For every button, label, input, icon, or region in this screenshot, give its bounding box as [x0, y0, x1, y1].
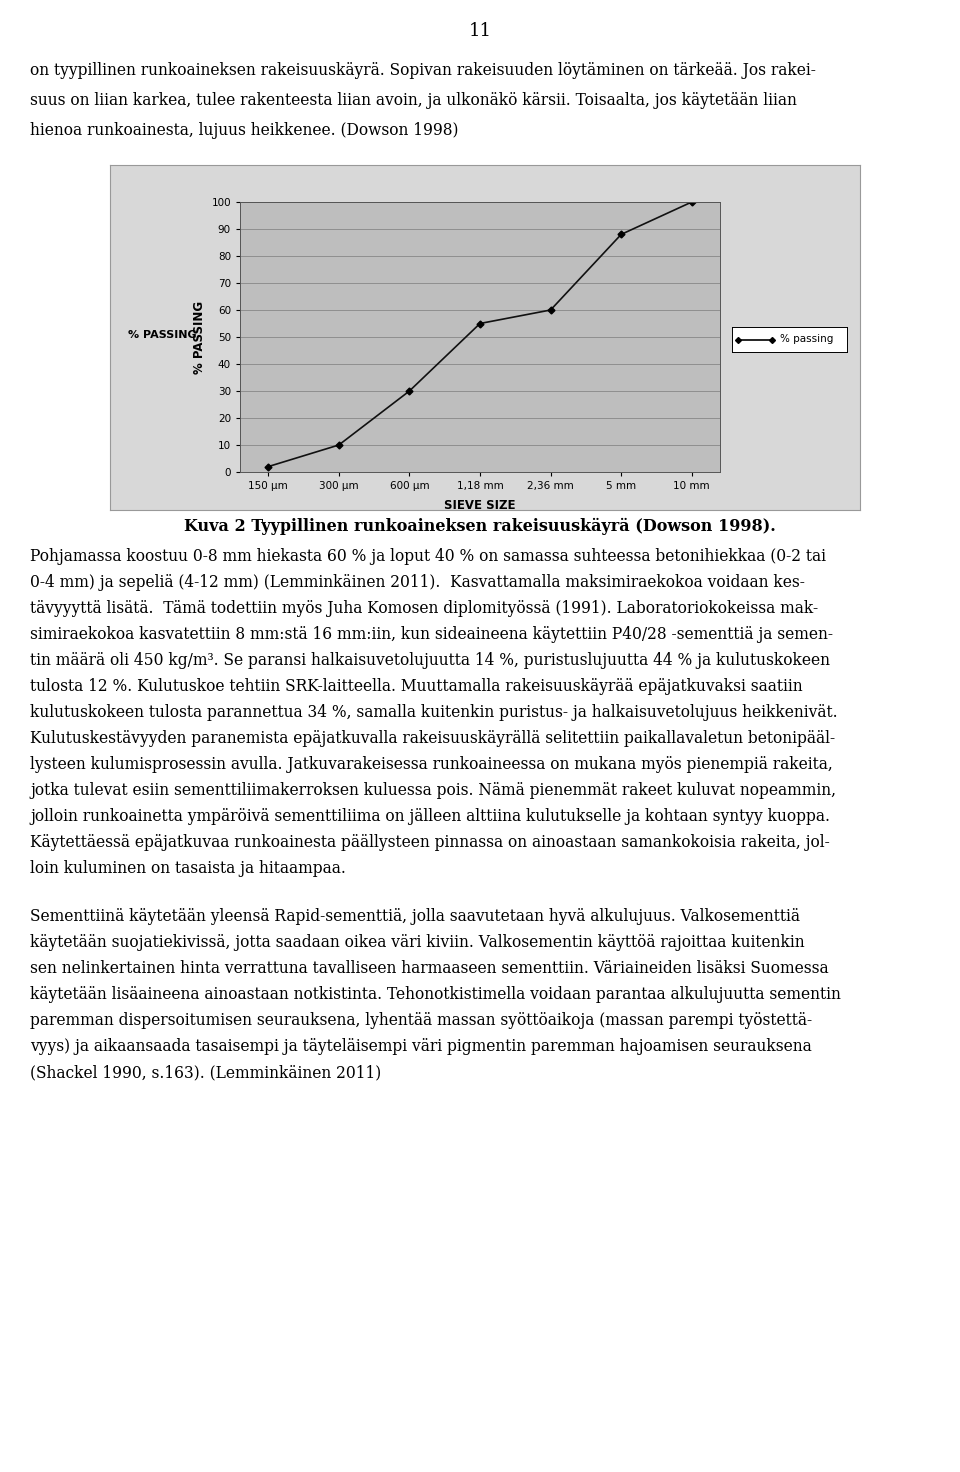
% passing	[333, 436, 345, 453]
% passing	[686, 193, 698, 210]
X-axis label: SIEVE SIZE: SIEVE SIZE	[444, 499, 516, 512]
Text: Kulutuskestävyyden paranemista epäjatkuvalla rakeisuuskäyrällä selitettiin paika: Kulutuskestävyyden paranemista epäjatkuv…	[30, 730, 835, 746]
Text: tulosta 12 %. Kulutuskoe tehtiin SRK-laitteella. Muuttamalla rakeisuuskäyrää epä: tulosta 12 %. Kulutuskoe tehtiin SRK-lai…	[30, 679, 803, 695]
Text: simiraekokoa kasvatettiin 8 mm:stä 16 mm:iin, kun sideaineena käytettiin P40/28 : simiraekokoa kasvatettiin 8 mm:stä 16 mm…	[30, 626, 833, 643]
Y-axis label: % PASSING: % PASSING	[193, 300, 205, 374]
Line: % passing: % passing	[266, 200, 694, 470]
% passing	[615, 225, 627, 243]
Text: käytetään suojatiekivissä, jotta saadaan oikea väri kiviin. Valkosementin käyttö: käytetään suojatiekivissä, jotta saadaan…	[30, 935, 804, 951]
Text: paremman dispersoitumisen seurauksena, lyhentää massan syöttöaikoja (massan pare: paremman dispersoitumisen seurauksena, l…	[30, 1011, 812, 1029]
Text: Sementtiinä käytetään yleensä Rapid-sementtiä, jolla saavutetaan hyvä alkulujuus: Sementtiinä käytetään yleensä Rapid-seme…	[30, 908, 800, 924]
Text: jotka tulevat esiin sementtiliimakerroksen kuluessa pois. Nämä pienemmät rakeet : jotka tulevat esiin sementtiliimakerroks…	[30, 782, 836, 799]
Text: jolloin runkoainetta ympäröivä sementtiliima on jälleen alttiina kulutukselle ja: jolloin runkoainetta ympäröivä sementtil…	[30, 808, 830, 824]
Text: Käytettäessä epäjatkuvaa runkoainesta päällysteen pinnassa on ainoastaan samanko: Käytettäessä epäjatkuvaa runkoainesta pä…	[30, 835, 829, 851]
Text: Pohjamassa koostuu 0-8 mm hiekasta 60 % ja loput 40 % on samassa suhteessa beton: Pohjamassa koostuu 0-8 mm hiekasta 60 % …	[30, 548, 826, 565]
Text: sen nelinkertainen hinta verrattuna tavalliseen harmaaseen sementtiin. Väriainei: sen nelinkertainen hinta verrattuna tava…	[30, 960, 828, 977]
Text: suus on liian karkea, tulee rakenteesta liian avoin, ja ulkonäkö kärsii. Toisaal: suus on liian karkea, tulee rakenteesta …	[30, 91, 797, 109]
Text: % passing: % passing	[780, 334, 833, 344]
Text: vyys) ja aikaansaada tasaisempi ja täyteläisempi väri pigmentin paremman hajoami: vyys) ja aikaansaada tasaisempi ja täyte…	[30, 1038, 812, 1055]
Text: 0-4 mm) ja sepeliä (4-12 mm) (Lemminkäinen 2011).  Kasvattamalla maksimiraekokoa: 0-4 mm) ja sepeliä (4-12 mm) (Lemminkäin…	[30, 574, 804, 590]
% passing	[545, 302, 557, 319]
Text: tin määrä oli 450 kg/m³. Se paransi halkaisuvetolujuutta 14 %, puristuslujuutta : tin määrä oli 450 kg/m³. Se paransi halk…	[30, 652, 830, 668]
Text: tävyyyttä lisätä.  Tämä todettiin myös Juha Komosen diplomityössä (1991). Labora: tävyyyttä lisätä. Tämä todettiin myös Ju…	[30, 601, 818, 617]
% passing	[403, 383, 415, 400]
Text: hienoa runkoainesta, lujuus heikkenee. (Dowson 1998): hienoa runkoainesta, lujuus heikkenee. (…	[30, 122, 459, 138]
% passing	[262, 458, 274, 475]
Text: lysteen kulumisprosessin avulla. Jatkuvarakeisessa runkoaineessa on mukana myös : lysteen kulumisprosessin avulla. Jatkuva…	[30, 757, 832, 773]
Text: (Shackel 1990, s.163). (Lemminkäinen 2011): (Shackel 1990, s.163). (Lemminkäinen 201…	[30, 1064, 381, 1080]
Text: % PASSING: % PASSING	[128, 330, 197, 340]
Text: on tyypillinen runkoaineksen rakeisuuskäyrä. Sopivan rakeisuuden löytäminen on t: on tyypillinen runkoaineksen rakeisuuskä…	[30, 62, 816, 79]
% passing	[474, 315, 486, 333]
Text: käytetään lisäaineena ainoastaan notkistinta. Tehonotkistimella voidaan parantaa: käytetään lisäaineena ainoastaan notkist…	[30, 986, 841, 1002]
Text: Kuva 2 Tyypillinen runkoaineksen rakeisuuskäyrä (Dowson 1998).: Kuva 2 Tyypillinen runkoaineksen rakeisu…	[184, 518, 776, 536]
Text: 11: 11	[468, 22, 492, 40]
Text: loin kuluminen on tasaista ja hitaampaa.: loin kuluminen on tasaista ja hitaampaa.	[30, 860, 346, 877]
Text: kulutuskokeen tulosta parannettua 34 %, samalla kuitenkin puristus- ja halkaisuv: kulutuskokeen tulosta parannettua 34 %, …	[30, 704, 838, 721]
